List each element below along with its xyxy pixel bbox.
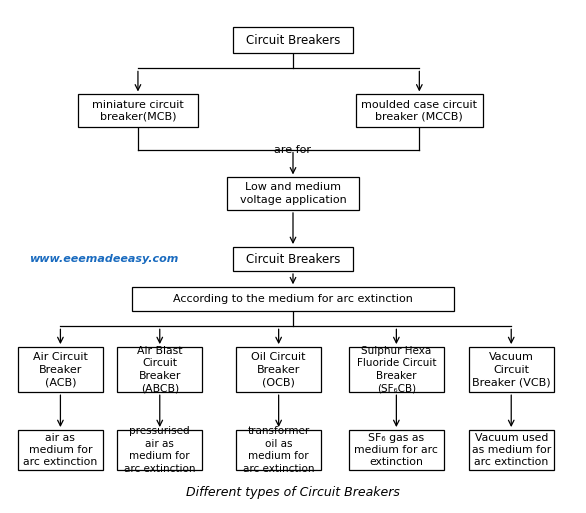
Text: air as
medium for
arc extinction: air as medium for arc extinction [23,432,97,467]
Text: moulded case circuit
breaker (MCCB): moulded case circuit breaker (MCCB) [362,100,478,122]
Text: Air Circuit
Breaker
(ACB): Air Circuit Breaker (ACB) [33,352,88,387]
FancyBboxPatch shape [356,94,482,127]
Text: According to the medium for arc extinction: According to the medium for arc extincti… [173,294,413,304]
FancyBboxPatch shape [236,347,321,392]
Text: pressurised
air as
medium for
arc extinction: pressurised air as medium for arc extinc… [124,426,196,473]
Text: are for: are for [274,145,312,155]
Text: Vacuum used
as medium for
arc extinction: Vacuum used as medium for arc extinction [472,432,551,467]
FancyBboxPatch shape [349,430,444,470]
FancyBboxPatch shape [236,430,321,470]
FancyBboxPatch shape [469,430,554,470]
Text: miniature circuit
breaker(MCB): miniature circuit breaker(MCB) [92,100,184,122]
Text: Vacuum
Circuit
Breaker (VCB): Vacuum Circuit Breaker (VCB) [472,352,550,387]
Text: SF₆ gas as
medium for arc
extinction: SF₆ gas as medium for arc extinction [355,432,438,467]
FancyBboxPatch shape [233,247,353,271]
FancyBboxPatch shape [349,347,444,392]
Text: Different types of Circuit Breakers: Different types of Circuit Breakers [186,486,400,499]
FancyBboxPatch shape [18,430,103,470]
FancyBboxPatch shape [233,27,353,53]
FancyBboxPatch shape [117,347,202,392]
Text: Circuit Breakers: Circuit Breakers [246,252,340,266]
FancyBboxPatch shape [132,287,454,311]
Text: transformer
oil as
medium for
arc extinction: transformer oil as medium for arc extinc… [243,426,315,473]
FancyBboxPatch shape [117,430,202,470]
Text: Circuit Breakers: Circuit Breakers [246,34,340,47]
Text: www.eeemadeeasy.com: www.eeemadeeasy.com [29,254,178,264]
Text: Oil Circuit
Breaker
(OCB): Oil Circuit Breaker (OCB) [251,352,306,387]
FancyBboxPatch shape [18,347,103,392]
FancyBboxPatch shape [227,177,359,210]
FancyBboxPatch shape [77,94,198,127]
Text: Sulphur Hexa
Fluoride Circuit
Breaker
(SF₆CB): Sulphur Hexa Fluoride Circuit Breaker (S… [357,346,436,393]
Text: Low and medium
voltage application: Low and medium voltage application [240,183,346,205]
Text: Air Blast
Circuit
Breaker
(ABCB): Air Blast Circuit Breaker (ABCB) [137,346,182,393]
FancyBboxPatch shape [469,347,554,392]
